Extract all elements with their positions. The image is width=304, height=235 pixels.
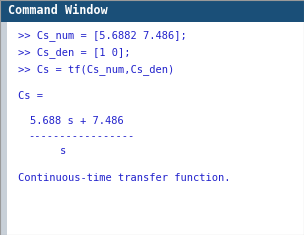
- Text: Command Window: Command Window: [8, 4, 108, 17]
- Text: >> Cs_den = [1 0];: >> Cs_den = [1 0];: [18, 47, 130, 58]
- Text: 5.688 s + 7.486: 5.688 s + 7.486: [30, 116, 124, 126]
- FancyBboxPatch shape: [0, 0, 304, 22]
- FancyBboxPatch shape: [0, 22, 7, 235]
- Text: Cs =: Cs =: [18, 91, 43, 101]
- Text: Continuous-time transfer function.: Continuous-time transfer function.: [18, 173, 230, 183]
- Text: >> Cs = tf(Cs_num,Cs_den): >> Cs = tf(Cs_num,Cs_den): [18, 64, 174, 75]
- Text: >> Cs_num = [5.6882 7.486];: >> Cs_num = [5.6882 7.486];: [18, 30, 187, 41]
- Text: -----------------: -----------------: [28, 131, 134, 141]
- FancyBboxPatch shape: [7, 22, 304, 235]
- Text: s: s: [60, 146, 66, 156]
